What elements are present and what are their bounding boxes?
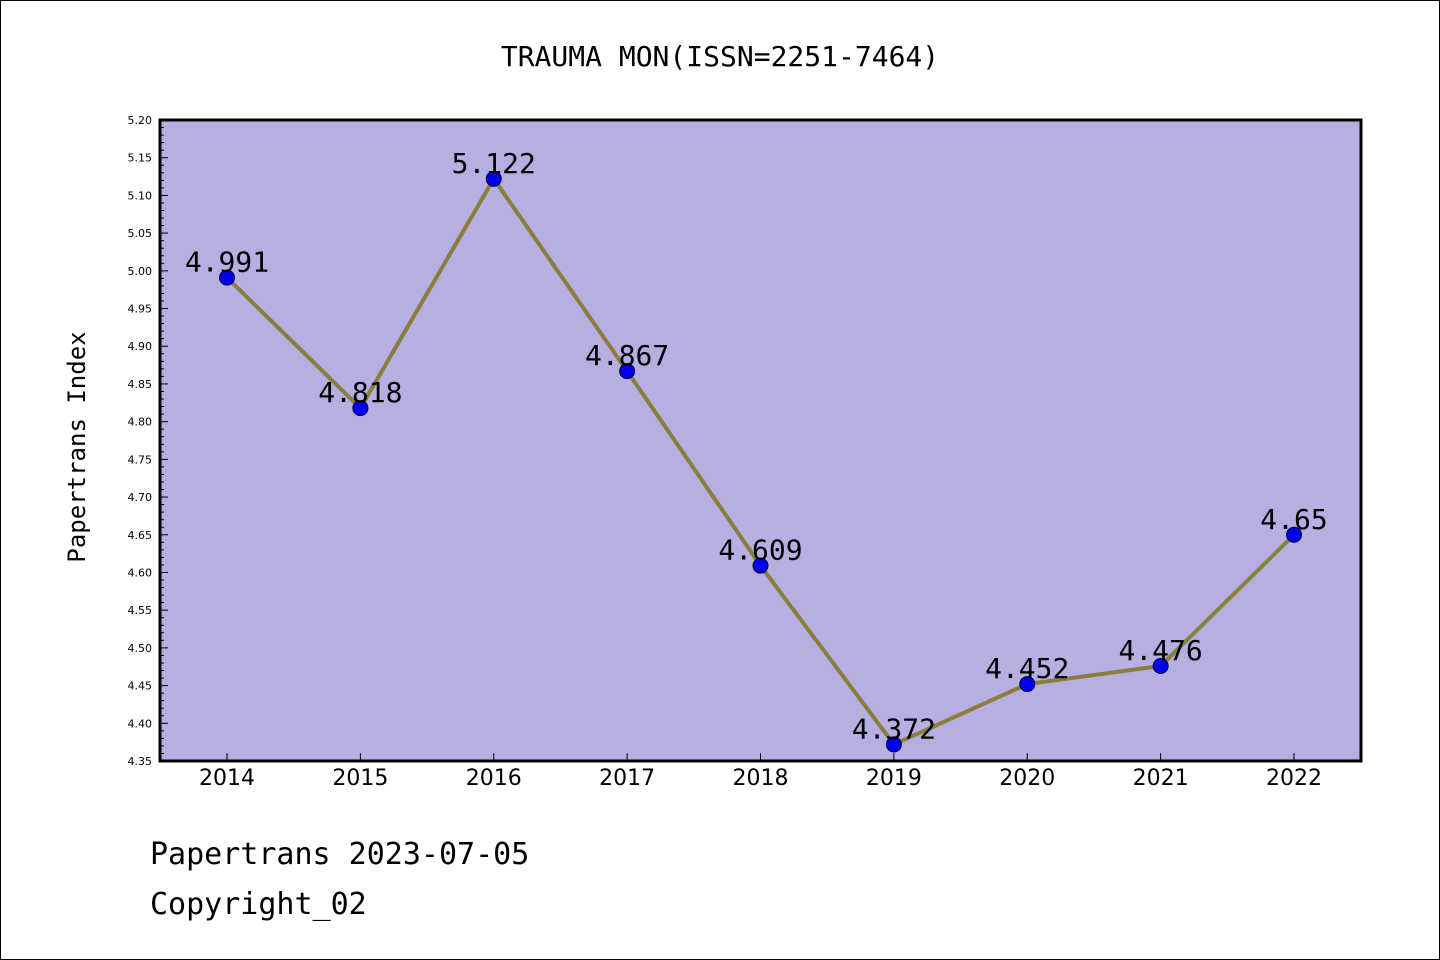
y-tick-label: 4.95 (128, 303, 153, 316)
data-label: 4.65 (1260, 503, 1327, 536)
y-tick-label: 4.80 (128, 416, 153, 429)
data-label: 4.372 (852, 712, 936, 745)
y-tick-label: 4.90 (128, 340, 153, 353)
plot-border (158, 118, 1363, 763)
y-tick-label: 4.50 (128, 642, 153, 655)
series-line-segment (625, 369, 763, 568)
data-label: 4.991 (185, 246, 269, 279)
data-point (752, 557, 769, 574)
x-tick-label: 2015 (332, 766, 388, 791)
x-tick-label: 2021 (1133, 766, 1189, 791)
series-line-segment (891, 682, 1030, 747)
data-point (619, 363, 636, 380)
y-tick-label: 4.35 (128, 755, 153, 768)
markers-group (219, 170, 1302, 753)
data-label: 5.122 (452, 147, 536, 180)
data-point (219, 269, 235, 286)
data-label: 4.818 (318, 376, 402, 409)
data-label: 4.867 (585, 339, 669, 372)
x-tick-label: 2018 (733, 766, 789, 791)
data-point (885, 736, 902, 753)
y-axis-ticks: 4.35 4.40 4.45 4.50 4.55 4.60 4.65 4.70 4.75 4.80… (128, 114, 168, 768)
plot-area (160, 120, 1361, 761)
series-line-segment (1025, 663, 1163, 687)
y-tick-label: 4.75 (128, 453, 153, 466)
data-labels-group: 4.991 4.818 5.122 4.867 4.609 4.372 4.452 4.476… (185, 147, 1328, 746)
data-point (1152, 657, 1169, 674)
y-tick-label: 4.55 (128, 604, 153, 617)
data-point (1286, 526, 1302, 543)
y-tick-label: 4.65 (128, 529, 153, 542)
y-tick-label: 5.20 (128, 114, 153, 127)
series-line-group (225, 176, 1296, 747)
footer-copyright: Copyright_02 (150, 887, 367, 922)
x-tick-label: 2020 (999, 766, 1055, 791)
data-point (485, 170, 502, 187)
y-tick-label: 4.85 (128, 378, 153, 391)
series-line-segment (491, 176, 630, 374)
data-label: 4.609 (718, 534, 802, 567)
x-tick-label: 2017 (599, 766, 655, 791)
y-tick-label: 5.10 (128, 189, 153, 202)
series-line-segment (358, 176, 496, 411)
y-tick-label: 4.60 (128, 566, 153, 579)
y-tick-label: 5.05 (128, 227, 153, 240)
y-tick-label: 5.15 (128, 152, 153, 165)
y-tick-label: 5.00 (128, 265, 153, 278)
y-tick-label: 4.70 (128, 491, 153, 504)
y-axis-label: Papertrans Index (63, 331, 91, 562)
x-tick-label: 2016 (466, 766, 522, 791)
y-tick-label: 4.40 (128, 717, 153, 730)
data-label: 4.452 (985, 652, 1069, 685)
series-line-segment (1158, 532, 1296, 668)
x-tick-label: 2022 (1266, 766, 1322, 791)
footer-date: Papertrans 2023-07-05 (150, 837, 529, 872)
x-axis-ticks: 2014 2015 2016 2017 2018 2019 2020 2021 2022 (199, 753, 1322, 791)
y-tick-label: 4.45 (128, 680, 153, 693)
data-label: 4.476 (1118, 634, 1202, 667)
series-line-segment (225, 275, 363, 411)
series-line-segment (758, 563, 896, 747)
x-tick-label: 2019 (866, 766, 922, 791)
x-tick-label: 2014 (199, 766, 255, 791)
data-point (352, 400, 369, 417)
chart-title: TRAUMA MON(ISSN=2251-7464) (501, 40, 939, 73)
data-point (1019, 676, 1036, 693)
